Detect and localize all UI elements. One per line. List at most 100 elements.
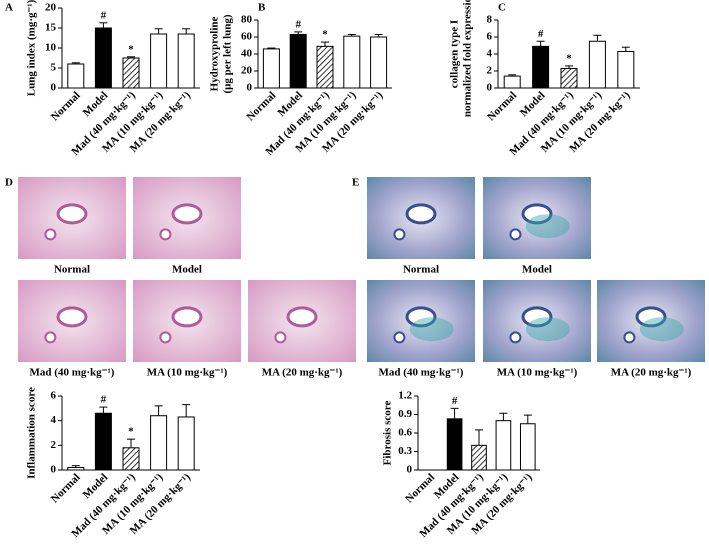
y-tick-label: 0.6 xyxy=(398,427,412,439)
micrograph-caption: MA (20 mg·kg⁻¹) xyxy=(611,367,692,379)
panel-label: A xyxy=(5,2,13,14)
x-tick-label: Normal xyxy=(403,471,437,505)
airway xyxy=(635,306,667,328)
x-tick-label: Normal xyxy=(49,89,83,123)
micrograph-caption: Mad (40 mg·kg⁻¹) xyxy=(30,367,115,379)
bar xyxy=(495,420,512,471)
y-axis-label: Lung index (mg·g⁻¹) xyxy=(26,0,38,96)
airway xyxy=(521,203,553,225)
micrograph-caption: Model xyxy=(522,264,552,276)
panel-label: D xyxy=(5,177,13,189)
vessel xyxy=(509,331,522,344)
bar xyxy=(588,40,606,89)
significance-marker: * xyxy=(128,426,134,438)
y-axis-label: collagen type I xyxy=(449,20,461,88)
y-tick-label: 4 xyxy=(487,48,493,60)
y-axis-label: normalized fold expression xyxy=(462,0,474,117)
bar xyxy=(122,57,140,89)
y-tick-label: 10 xyxy=(45,42,57,54)
vessel xyxy=(509,228,522,241)
bar xyxy=(177,416,195,471)
micrograph-caption: MA (10 mg·kg⁻¹) xyxy=(147,367,228,379)
bar xyxy=(177,33,195,89)
y-tick-label: 0 xyxy=(407,464,413,476)
airway xyxy=(521,306,553,328)
y-tick-label: 15 xyxy=(45,22,57,34)
y-tick-label: 0.9 xyxy=(398,408,412,420)
panel-label: C xyxy=(498,2,506,14)
y-tick-label: 2 xyxy=(487,65,493,77)
vessel xyxy=(623,331,636,344)
bar xyxy=(262,48,280,89)
airway xyxy=(171,203,203,225)
x-tick-label: Normal xyxy=(485,89,519,123)
micrograph-caption: MA (20 mg·kg⁻¹) xyxy=(262,367,343,379)
x-tick-label: Normal xyxy=(49,471,83,505)
vessel xyxy=(159,331,172,344)
micrograph-caption: Normal xyxy=(54,264,90,276)
bar xyxy=(560,67,578,89)
bar xyxy=(150,33,168,89)
y-axis-label: (μg per left lung) xyxy=(222,14,234,93)
significance-marker: * xyxy=(322,29,328,41)
bar xyxy=(67,467,85,471)
vessel xyxy=(159,228,172,241)
y-tick-label: 8 xyxy=(487,14,493,26)
significance-marker: * xyxy=(566,52,572,64)
significance-marker: * xyxy=(128,43,134,55)
y-axis-label: Hydroxyproline xyxy=(209,17,221,92)
bar xyxy=(519,423,536,471)
y-tick-label: 60 xyxy=(241,31,253,43)
bar xyxy=(122,447,140,471)
airway xyxy=(405,203,437,225)
bar xyxy=(446,418,463,471)
airway xyxy=(286,306,318,328)
y-tick-label: 0 xyxy=(51,464,57,476)
panel-label: B xyxy=(258,2,266,14)
bar xyxy=(150,415,168,471)
airway xyxy=(171,306,203,328)
y-tick-label: 40 xyxy=(241,48,253,60)
vessel xyxy=(274,331,287,344)
collagen xyxy=(525,214,570,239)
vessel xyxy=(393,228,406,241)
bar xyxy=(370,36,388,89)
significance-marker: # xyxy=(295,18,301,30)
y-tick-label: 6 xyxy=(487,31,493,43)
significance-marker: # xyxy=(101,9,107,21)
bar xyxy=(289,33,307,89)
y-axis-label: Inflammation score xyxy=(26,387,38,479)
y-tick-label: 1.2 xyxy=(398,390,412,402)
y-tick-label: 5 xyxy=(51,62,57,74)
airway xyxy=(405,306,437,328)
bar xyxy=(94,27,112,89)
bar xyxy=(67,63,85,89)
collagen xyxy=(525,317,570,342)
y-tick-label: 20 xyxy=(241,65,253,77)
micrograph-caption: Mad (40 mg·kg⁻¹) xyxy=(379,367,464,379)
bar xyxy=(343,35,361,89)
airway xyxy=(56,306,88,328)
bar xyxy=(503,75,521,89)
y-tick-label: 0 xyxy=(51,82,57,94)
micrograph-caption: Model xyxy=(172,264,202,276)
bar xyxy=(94,412,112,471)
panel-label: E xyxy=(352,177,359,189)
collagen xyxy=(639,317,684,342)
y-tick-label: 20 xyxy=(45,2,57,14)
y-tick-label: 0 xyxy=(487,82,493,94)
y-tick-label: 4 xyxy=(51,414,57,426)
y-tick-label: 80 xyxy=(241,14,253,26)
x-tick-label: Normal xyxy=(244,89,278,123)
micrograph-caption: Normal xyxy=(403,264,439,276)
significance-marker: # xyxy=(452,395,458,407)
airway xyxy=(56,203,88,225)
y-tick-label: 2 xyxy=(51,439,57,451)
vessel xyxy=(44,331,57,344)
bar xyxy=(617,50,635,89)
y-axis-label: Fibrosis score xyxy=(382,401,394,466)
vessel xyxy=(393,331,406,344)
collagen xyxy=(409,317,454,342)
micrograph-caption: MA (10 mg·kg⁻¹) xyxy=(497,367,578,379)
